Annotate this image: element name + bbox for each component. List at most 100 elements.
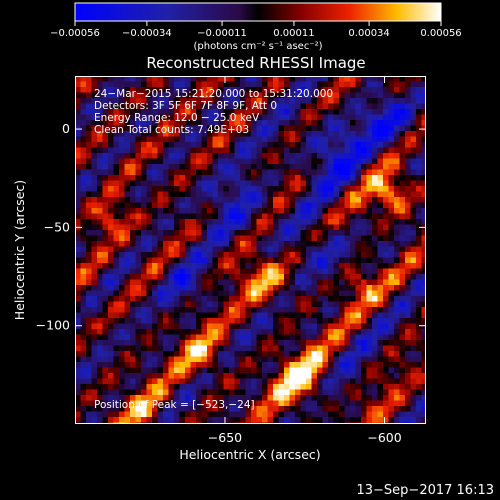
heatmap-cell bbox=[91, 340, 98, 346]
heatmap-cell bbox=[218, 235, 224, 242]
heatmap-cell bbox=[306, 208, 312, 214]
heatmap-cell bbox=[245, 158, 252, 165]
heatmap-cell bbox=[146, 131, 153, 137]
heatmap-cell bbox=[300, 191, 307, 198]
heatmap-cell bbox=[361, 98, 367, 104]
heatmap-cell bbox=[141, 285, 147, 291]
heatmap-cell bbox=[86, 202, 92, 209]
heatmap-cell bbox=[284, 81, 290, 88]
heatmap-cell bbox=[410, 180, 417, 187]
heatmap-cell bbox=[245, 367, 252, 374]
heatmap-cell bbox=[377, 164, 384, 170]
heatmap-cell bbox=[295, 334, 301, 341]
heatmap-cell bbox=[113, 224, 120, 231]
heatmap-cell bbox=[350, 235, 356, 242]
heatmap-cell bbox=[201, 186, 208, 192]
heatmap-cell bbox=[416, 378, 422, 385]
heatmap-cell bbox=[97, 191, 103, 198]
heatmap-cell bbox=[366, 257, 373, 264]
heatmap-cell bbox=[388, 285, 395, 291]
heatmap-cell bbox=[146, 120, 153, 126]
heatmap-cell bbox=[394, 81, 400, 88]
heatmap-cell bbox=[284, 186, 290, 192]
heatmap-cell bbox=[135, 329, 142, 335]
heatmap-cell bbox=[289, 340, 296, 346]
heatmap-cell bbox=[97, 186, 103, 192]
heatmap-cell bbox=[130, 202, 136, 209]
heatmap-cell bbox=[278, 411, 285, 418]
heatmap-cell bbox=[113, 136, 120, 143]
heatmap-cell bbox=[388, 246, 395, 253]
heatmap-cell bbox=[196, 274, 202, 280]
heatmap-cell bbox=[124, 191, 131, 198]
heatmap-cell bbox=[355, 235, 362, 242]
heatmap-cell bbox=[372, 323, 378, 330]
heatmap-cell bbox=[124, 318, 131, 324]
heatmap-cell bbox=[284, 136, 290, 143]
heatmap-cell bbox=[207, 279, 213, 286]
heatmap-cell bbox=[113, 345, 120, 352]
heatmap-cell bbox=[174, 230, 180, 236]
heatmap-cell bbox=[108, 142, 114, 148]
heatmap-cell bbox=[251, 186, 257, 192]
heatmap-cell bbox=[405, 147, 411, 154]
heatmap-cell bbox=[267, 417, 274, 423]
heatmap-cell bbox=[185, 290, 191, 297]
heatmap-cell bbox=[119, 340, 125, 346]
heatmap-cell bbox=[234, 202, 241, 209]
heatmap-cell bbox=[97, 103, 103, 110]
heatmap-cell bbox=[405, 252, 411, 258]
heatmap-cell bbox=[234, 312, 241, 319]
heatmap-cell bbox=[388, 296, 395, 302]
heatmap-cell bbox=[372, 103, 378, 110]
heatmap-cell bbox=[322, 312, 329, 319]
heatmap-cell bbox=[146, 268, 153, 275]
heatmap-cell bbox=[405, 395, 411, 401]
heatmap-cell bbox=[168, 98, 175, 104]
heatmap-cell bbox=[130, 76, 136, 82]
heatmap-cell bbox=[383, 235, 389, 242]
heatmap-cell bbox=[273, 213, 279, 220]
heatmap-cell bbox=[113, 340, 120, 346]
heatmap-cell bbox=[333, 120, 340, 126]
heatmap-cell bbox=[339, 147, 345, 154]
heatmap-cell bbox=[102, 384, 109, 390]
heatmap-cell bbox=[80, 384, 87, 390]
heatmap-cell bbox=[388, 356, 395, 363]
heatmap-cell bbox=[267, 241, 274, 247]
heatmap-cell bbox=[80, 125, 87, 132]
heatmap-cell bbox=[201, 114, 208, 121]
heatmap-cell bbox=[108, 169, 114, 176]
heatmap-cell bbox=[394, 263, 400, 269]
heatmap-cell bbox=[416, 252, 422, 258]
heatmap-cell bbox=[240, 329, 246, 335]
heatmap-cell bbox=[416, 235, 422, 242]
heatmap-cell bbox=[163, 92, 169, 99]
heatmap-cell bbox=[306, 114, 312, 121]
heatmap-cell bbox=[91, 202, 98, 209]
heatmap-cell bbox=[75, 142, 81, 148]
heatmap-cell bbox=[311, 131, 318, 137]
heatmap-cell bbox=[141, 252, 147, 258]
heatmap-cell bbox=[229, 329, 235, 335]
heatmap-cell bbox=[383, 329, 389, 335]
heatmap-cell bbox=[97, 153, 103, 159]
heatmap-cell bbox=[344, 103, 351, 110]
heatmap-cell bbox=[179, 356, 186, 363]
heatmap-cell bbox=[141, 114, 147, 121]
heatmap-cell bbox=[179, 153, 186, 159]
heatmap-cell bbox=[113, 208, 120, 214]
heatmap-cell bbox=[86, 164, 92, 170]
heatmap-cell bbox=[157, 367, 164, 374]
heatmap-cell bbox=[245, 400, 252, 407]
heatmap-cell bbox=[399, 384, 406, 390]
heatmap-cell bbox=[295, 296, 301, 302]
heatmap-cell bbox=[399, 351, 406, 357]
heatmap-cell bbox=[322, 186, 329, 192]
heatmap-cell bbox=[383, 252, 389, 258]
heatmap-cell bbox=[333, 323, 340, 330]
heatmap-cell bbox=[394, 147, 400, 154]
heatmap-cell bbox=[355, 356, 362, 363]
heatmap-cell bbox=[163, 191, 169, 198]
heatmap-cell bbox=[322, 131, 329, 137]
